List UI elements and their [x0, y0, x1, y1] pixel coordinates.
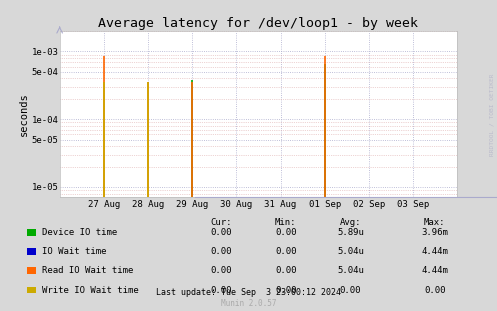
Text: 0.00: 0.00	[424, 285, 446, 295]
Text: 5.89u: 5.89u	[337, 228, 364, 237]
Text: 0.00: 0.00	[210, 266, 232, 275]
Title: Average latency for /dev/loop1 - by week: Average latency for /dev/loop1 - by week	[98, 17, 418, 30]
Text: 0.00: 0.00	[275, 285, 297, 295]
Text: 0.00: 0.00	[210, 285, 232, 295]
Text: Min:: Min:	[275, 218, 297, 227]
Text: 0.00: 0.00	[275, 228, 297, 237]
Text: 0.00: 0.00	[210, 247, 232, 256]
Text: Read IO Wait time: Read IO Wait time	[42, 266, 134, 275]
Text: Write IO Wait time: Write IO Wait time	[42, 285, 139, 295]
Text: Cur:: Cur:	[210, 218, 232, 227]
Text: 3.96m: 3.96m	[421, 228, 448, 237]
Text: Last update: Tue Sep  3 23:00:12 2024: Last update: Tue Sep 3 23:00:12 2024	[156, 288, 341, 297]
Text: 0.00: 0.00	[339, 285, 361, 295]
Text: 4.44m: 4.44m	[421, 266, 448, 275]
Text: 4.44m: 4.44m	[421, 247, 448, 256]
Text: Max:: Max:	[424, 218, 446, 227]
Text: 0.00: 0.00	[210, 228, 232, 237]
Text: Munin 2.0.57: Munin 2.0.57	[221, 299, 276, 308]
Text: Device IO time: Device IO time	[42, 228, 117, 237]
Y-axis label: seconds: seconds	[18, 92, 29, 136]
Text: 0.00: 0.00	[275, 266, 297, 275]
Text: Avg:: Avg:	[339, 218, 361, 227]
Text: 0.00: 0.00	[275, 247, 297, 256]
Text: 5.04u: 5.04u	[337, 266, 364, 275]
Text: RRDTOOL / TOBI OETIKER: RRDTOOL / TOBI OETIKER	[490, 74, 495, 156]
Text: IO Wait time: IO Wait time	[42, 247, 107, 256]
Text: 5.04u: 5.04u	[337, 247, 364, 256]
